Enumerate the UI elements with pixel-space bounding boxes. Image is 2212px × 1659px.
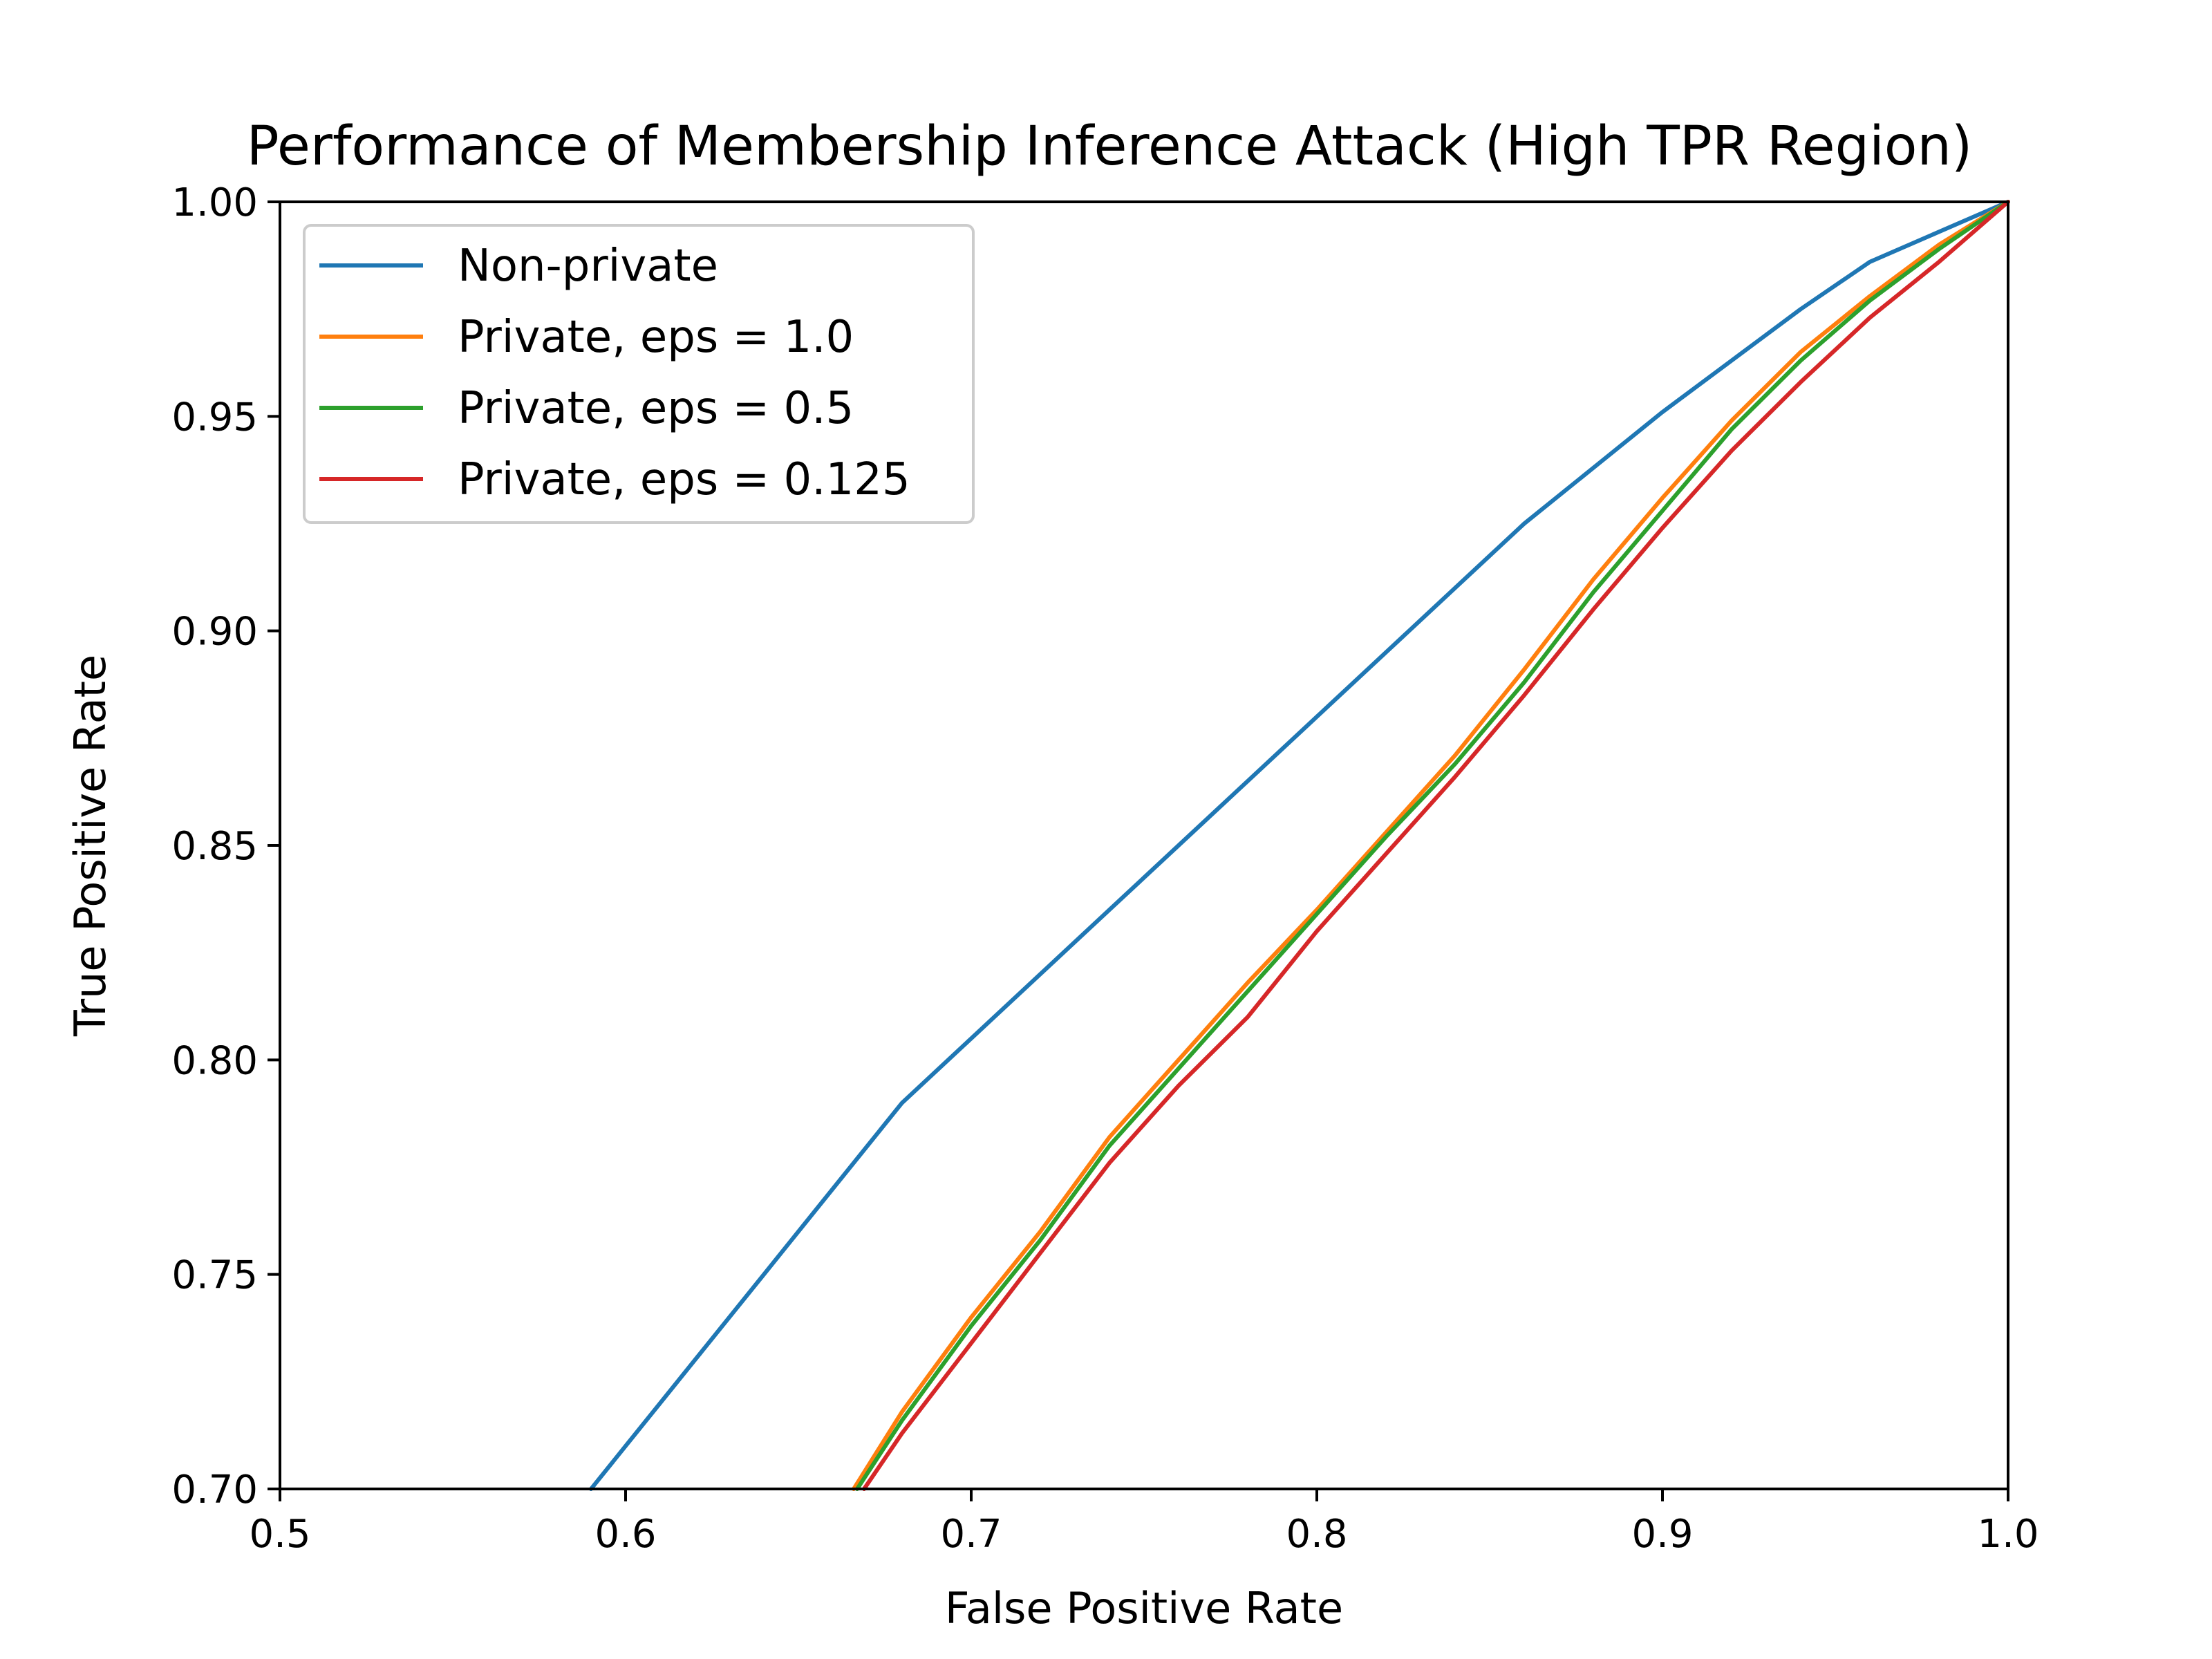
y-tick-label-4: 0.90 xyxy=(171,610,258,655)
chart-title: Performance of Membership Inference Atta… xyxy=(247,115,1973,178)
x-tick-label-4: 0.9 xyxy=(1631,1512,1693,1557)
legend-box xyxy=(303,224,975,524)
series-line-0 xyxy=(589,200,2010,1491)
y-tick-label-2: 0.80 xyxy=(171,1038,258,1083)
x-tick-label-0: 0.5 xyxy=(249,1512,310,1557)
legend-label-2: Private, eps = 0.5 xyxy=(458,383,854,434)
x-axis-ticks: 0.5 0.6 0.7 0.8 0.9 1.0 xyxy=(249,1489,2039,1557)
legend-label-3: Private, eps = 0.125 xyxy=(458,454,910,505)
x-tick-label-3: 0.8 xyxy=(1286,1512,1347,1557)
y-tick-label-6: 1.00 xyxy=(171,180,258,225)
series-line-3 xyxy=(862,200,2010,1491)
series-line-2 xyxy=(855,200,2010,1491)
x-tick-label-5: 1.0 xyxy=(1977,1512,2038,1557)
x-tick-label-2: 0.7 xyxy=(940,1512,1002,1557)
legend-label-0: Non-private xyxy=(458,241,718,292)
series-line-1 xyxy=(852,200,2010,1491)
y-axis-ticks: 0.70 0.75 0.80 0.85 0.90 0.95 1.00 xyxy=(171,180,280,1512)
x-axis-label: False Positive Rate xyxy=(945,1583,1343,1633)
plot-lines xyxy=(589,200,2010,1491)
y-tick-label-1: 0.75 xyxy=(171,1253,258,1298)
y-tick-label-3: 0.85 xyxy=(171,824,258,869)
y-tick-label-5: 0.95 xyxy=(171,395,258,440)
y-tick-label-0: 0.70 xyxy=(171,1468,258,1512)
legend: Non-private Private, eps = 1.0 Private, ep… xyxy=(303,224,975,524)
y-axis-label: True Positive Rate xyxy=(65,655,115,1037)
x-tick-label-1: 0.6 xyxy=(594,1512,656,1557)
legend-label-1: Private, eps = 1.0 xyxy=(458,312,854,363)
